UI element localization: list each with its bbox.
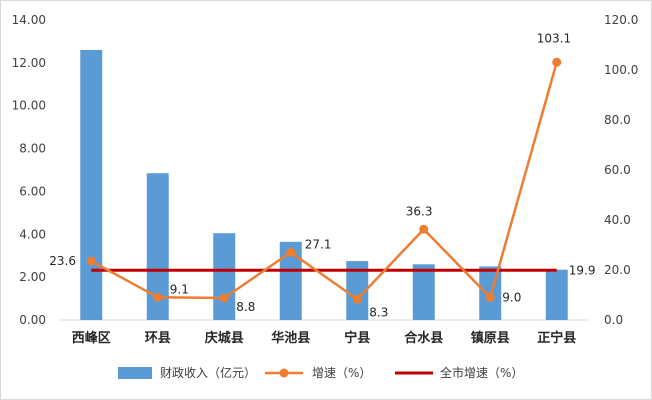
left-axis-tick-label: 6.00	[19, 184, 46, 198]
growth-data-label: 36.3	[406, 204, 433, 218]
growth-point	[419, 224, 429, 234]
left-axis-tick-label: 2.00	[19, 270, 46, 284]
left-axis-tick-label: 4.00	[19, 227, 46, 241]
growth-line	[90, 61, 558, 301]
legend-label-bar: 财政收入（亿元）	[160, 365, 256, 380]
bar	[146, 173, 169, 320]
category-label: 环县	[145, 331, 171, 346]
growth-data-label: 9.1	[170, 282, 189, 296]
left-axis-tick-label: 12.00	[12, 56, 46, 70]
growth-data-label: 8.8	[236, 300, 255, 314]
growth-point	[485, 293, 495, 302]
right-axis-tick-label: 60.0	[604, 163, 631, 177]
legend-swatch-bar	[118, 367, 152, 379]
category-label: 镇原县	[471, 330, 510, 346]
legend-swatch-growth-marker	[279, 368, 289, 378]
right-axis-tick-label: 120.0	[604, 13, 638, 27]
right-axis-tick-label: 0.0	[604, 313, 623, 327]
left-axis-tick-label: 0.00	[19, 313, 46, 327]
legend-label-city: 全市增速（%）	[440, 365, 523, 380]
growth-point	[286, 247, 296, 257]
category-label: 正宁县	[537, 330, 576, 346]
growth-data-label: 27.1	[305, 237, 332, 251]
category-label: 庆城县	[204, 330, 244, 346]
city-growth-data-label: 19.9	[569, 263, 596, 277]
right-axis-tick-label: 80.0	[604, 113, 631, 127]
category-label: 合水县	[404, 330, 443, 346]
bar	[545, 269, 568, 320]
growth-data-label: 23.6	[49, 254, 76, 268]
right-axis-tick-label: 100.0	[604, 63, 638, 77]
bar	[346, 261, 369, 320]
growth-point	[352, 294, 362, 304]
category-label: 西峰区	[72, 330, 111, 346]
bar	[80, 50, 103, 320]
left-axis-tick-label: 8.00	[19, 142, 46, 156]
growth-point	[219, 293, 229, 303]
growth-point	[153, 292, 163, 302]
left-axis-tick-label: 14.00	[12, 13, 46, 27]
left-axis-tick-label: 10.00	[12, 99, 46, 113]
growth-data-label: 9.0	[502, 291, 521, 305]
category-label: 华池县	[271, 330, 310, 346]
growth-data-label: 8.3	[369, 305, 388, 319]
bar	[213, 233, 236, 320]
bar	[412, 264, 435, 320]
category-label: 宁县	[344, 330, 370, 346]
bar	[279, 241, 302, 320]
right-axis-tick-label: 20.0	[604, 263, 631, 277]
growth-point	[552, 57, 562, 67]
legend-label-growth: 增速（%）	[312, 366, 371, 380]
right-axis-tick-label: 40.0	[604, 213, 631, 227]
growth-point	[86, 256, 96, 266]
growth-data-label: 103.1	[537, 31, 571, 45]
